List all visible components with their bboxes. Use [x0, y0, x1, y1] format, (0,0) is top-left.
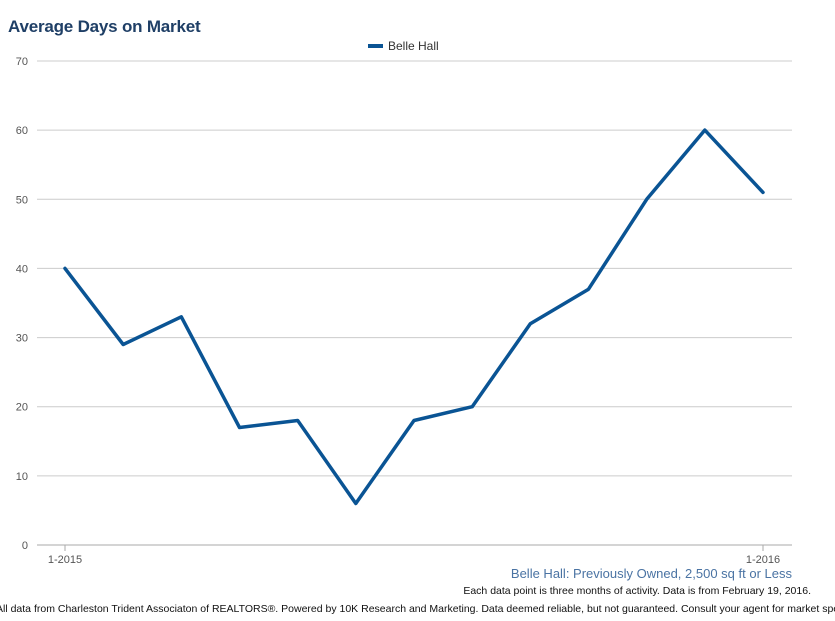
data-point[interactable] [60, 263, 70, 273]
data-point[interactable] [525, 319, 535, 329]
x-axis-labels: 1-2015 1-2016 [48, 545, 780, 566]
data-point[interactable] [409, 416, 419, 426]
y-tick-label: 40 [16, 263, 28, 275]
chart-title: Average Days on Market [8, 17, 201, 36]
data-point[interactable] [176, 312, 186, 322]
y-tick-label: 60 [16, 125, 28, 137]
data-point[interactable] [293, 416, 303, 426]
footer-disclaimer: All data from Charleston Trident Associa… [0, 603, 835, 615]
data-point[interactable] [351, 499, 361, 509]
data-point[interactable] [642, 194, 652, 204]
data-note: Each data point is three months of activ… [463, 585, 811, 597]
series-group [60, 125, 768, 509]
legend-label: Belle Hall [388, 39, 439, 53]
data-point[interactable] [584, 284, 594, 294]
y-tick-label: 50 [16, 194, 28, 206]
y-tick-label: 0 [22, 540, 28, 552]
chart-subtitle: Belle Hall: Previously Owned, 2,500 sq f… [510, 566, 792, 581]
x-tick-label: 1-2015 [48, 554, 82, 566]
x-tick-label: 1-2016 [746, 554, 780, 566]
y-tick-label: 70 [16, 56, 28, 68]
data-point[interactable] [467, 402, 477, 412]
y-tick-label: 10 [16, 471, 28, 483]
legend[interactable]: Belle Hall [368, 39, 439, 53]
data-point[interactable] [758, 187, 768, 197]
y-tick-label: 20 [16, 402, 28, 414]
data-point[interactable] [235, 422, 245, 432]
y-axis-labels: 0 10 20 30 40 50 60 70 [16, 56, 28, 552]
gridlines [37, 60, 792, 546]
series-line-belle-hall [63, 128, 765, 506]
data-point[interactable] [700, 125, 710, 135]
data-point[interactable] [118, 339, 128, 349]
y-tick-label: 30 [16, 333, 28, 345]
